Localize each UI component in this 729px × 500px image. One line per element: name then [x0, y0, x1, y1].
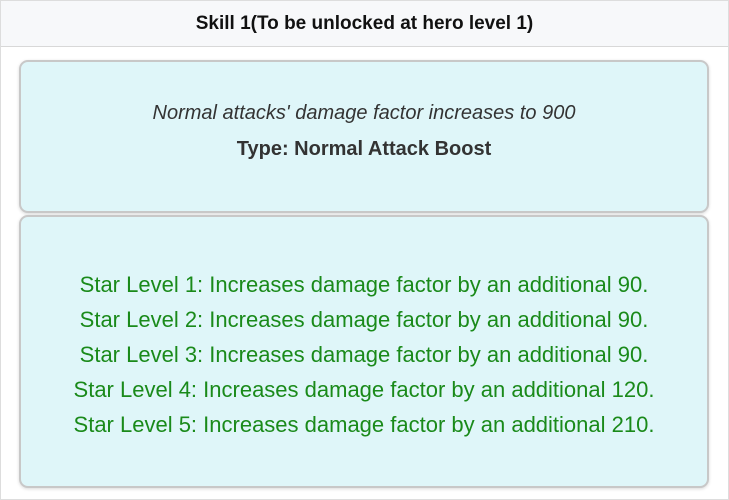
skill-description: Normal attacks' damage factor increases …: [152, 102, 576, 124]
star-level-2: Star Level 2: Increases damage factor by…: [79, 307, 649, 332]
star-level-4: Star Level 4: Increases damage factor by…: [73, 377, 655, 402]
star-level-3: Star Level 3: Increases damage factor by…: [79, 342, 649, 367]
skill-description-card: Normal attacks' damage factor increases …: [19, 60, 709, 213]
skill-title: Skill 1(To be unlocked at hero level 1): [1, 1, 728, 47]
skill-type: Type: Normal Attack Boost: [236, 138, 492, 160]
star-level-1: Star Level 1: Increases damage factor by…: [79, 272, 649, 297]
star-level-5: Star Level 5: Increases damage factor by…: [73, 412, 655, 437]
star-levels-card: Star Level 1: Increases damage factor by…: [19, 215, 709, 488]
